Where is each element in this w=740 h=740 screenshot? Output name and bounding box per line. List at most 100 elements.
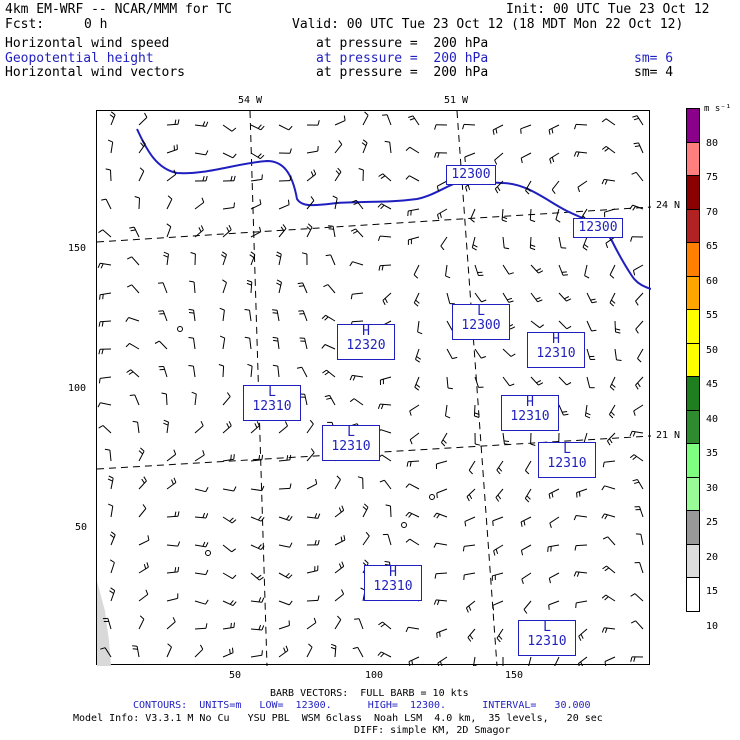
- wind-barb-flag: [492, 520, 494, 526]
- wind-barb-flag: [481, 299, 487, 303]
- wind-barb: [278, 204, 290, 210]
- system-label-high: H 12310: [501, 395, 559, 431]
- wind-barb-flag: [437, 662, 440, 666]
- wind-barb-flag: [604, 147, 610, 152]
- wind-barb-flag: [496, 637, 501, 643]
- wind-barb: [362, 535, 370, 546]
- wind-barb-flag: [336, 475, 341, 480]
- wind-barb-flag: [352, 375, 356, 381]
- wind-barb-flag: [167, 643, 172, 648]
- wind-barb-flag: [167, 195, 173, 200]
- wind-barb-flag: [108, 475, 114, 479]
- wind-barb: [445, 404, 448, 416]
- wind-barb: [408, 626, 420, 630]
- wind-barb: [110, 506, 114, 518]
- wind-barb: [166, 482, 177, 490]
- colorbar-segment: [686, 510, 700, 545]
- wind-barb-flag: [338, 507, 342, 513]
- wind-barb: [222, 544, 233, 553]
- wind-barb-flag: [338, 140, 343, 145]
- wind-barb: [464, 516, 476, 522]
- wind-barb: [407, 460, 420, 463]
- wind-barb-flag: [498, 635, 503, 640]
- wind-barb: [105, 198, 112, 210]
- wind-barb-flag: [324, 394, 330, 398]
- wind-barb-flag: [317, 539, 320, 546]
- wind-barb-flag: [219, 335, 225, 339]
- lon-label-51w: 51 W: [444, 95, 469, 106]
- wind-barb-flag: [229, 648, 231, 654]
- wind-barb-flag: [98, 349, 101, 355]
- colorbar-segment: [686, 275, 700, 310]
- wind-barb-flag: [604, 179, 608, 185]
- wind-barb-flag: [437, 214, 440, 220]
- wind-barb-flag: [377, 203, 382, 208]
- wind-barb-flag: [378, 265, 381, 271]
- wind-barb-flag: [602, 536, 608, 540]
- wind-barb-flag: [604, 627, 608, 633]
- colorbar-label: 80: [706, 137, 719, 149]
- wind-barb-flag: [222, 279, 227, 284]
- wind-barb-flag: [364, 559, 369, 564]
- wind-barb: [110, 562, 115, 574]
- wind-barb-flag: [315, 478, 318, 485]
- wind-barb-flag: [379, 479, 385, 483]
- wind-barb-flag: [445, 415, 451, 419]
- wind-barb-flag: [496, 469, 501, 475]
- wind-barb: [409, 175, 420, 182]
- wind-barb: [386, 114, 392, 126]
- wind-barb-flag: [602, 565, 607, 570]
- wind-barb: [437, 208, 448, 215]
- wind-barb-flag: [323, 284, 329, 288]
- wind-barb-flag: [258, 597, 262, 603]
- wind-barb-flag: [285, 572, 290, 578]
- wind-barb-flag: [229, 517, 234, 522]
- wind-barb: [136, 646, 140, 658]
- wind-barb-flag: [502, 216, 508, 220]
- wind-barb: [445, 264, 448, 276]
- wind-barb-flag: [231, 127, 237, 132]
- wind-barb: [502, 348, 512, 357]
- wind-barb-flag: [198, 227, 202, 233]
- wind-barb: [520, 152, 532, 159]
- wind-barb-flag: [382, 300, 386, 306]
- wind-barb: [576, 571, 588, 574]
- wind-barb: [604, 208, 616, 213]
- colorbar-label: 75: [706, 172, 719, 183]
- wind-barb: [193, 338, 196, 350]
- wind-barb-flag: [205, 175, 208, 182]
- wind-barb-flag: [141, 139, 146, 145]
- wind-barb-flag: [433, 599, 437, 605]
- wind-barb-flag: [496, 186, 501, 192]
- wind-barb-flag: [526, 495, 531, 500]
- wind-barb: [222, 488, 234, 492]
- wind-barb-flag: [551, 128, 554, 134]
- wind-barb: [558, 404, 564, 416]
- wind-barb: [502, 264, 510, 275]
- wind-barb: [580, 208, 588, 219]
- contour-label: 12300: [573, 218, 623, 238]
- wind-barb-flag: [606, 440, 611, 446]
- wind-barb: [529, 236, 532, 249]
- wind-barb-flag: [310, 171, 314, 177]
- wind-barb-flag: [222, 251, 227, 256]
- wind-barb-flag: [474, 415, 480, 418]
- wind-barb-flag: [601, 146, 607, 150]
- wind-barb-flag: [228, 421, 232, 426]
- wind-barb-flag: [574, 545, 577, 551]
- wind-barb: [278, 425, 288, 434]
- wind-barb: [436, 542, 448, 546]
- wind-barb-flag: [130, 229, 136, 232]
- wind-barb-flag: [433, 542, 437, 548]
- wind-barb: [436, 488, 448, 494]
- wind-barb-flag: [465, 186, 468, 192]
- wind-barb-flag: [361, 142, 367, 147]
- wind-barb-flag: [141, 478, 145, 484]
- wind-barb: [138, 143, 146, 154]
- wind-barb-flag: [257, 153, 262, 158]
- wind-barb-flag: [629, 204, 634, 210]
- wind-barb-flag: [101, 321, 104, 327]
- colorbar-segment: [686, 443, 700, 478]
- wind-barb: [222, 152, 234, 159]
- wind-barb: [558, 236, 562, 248]
